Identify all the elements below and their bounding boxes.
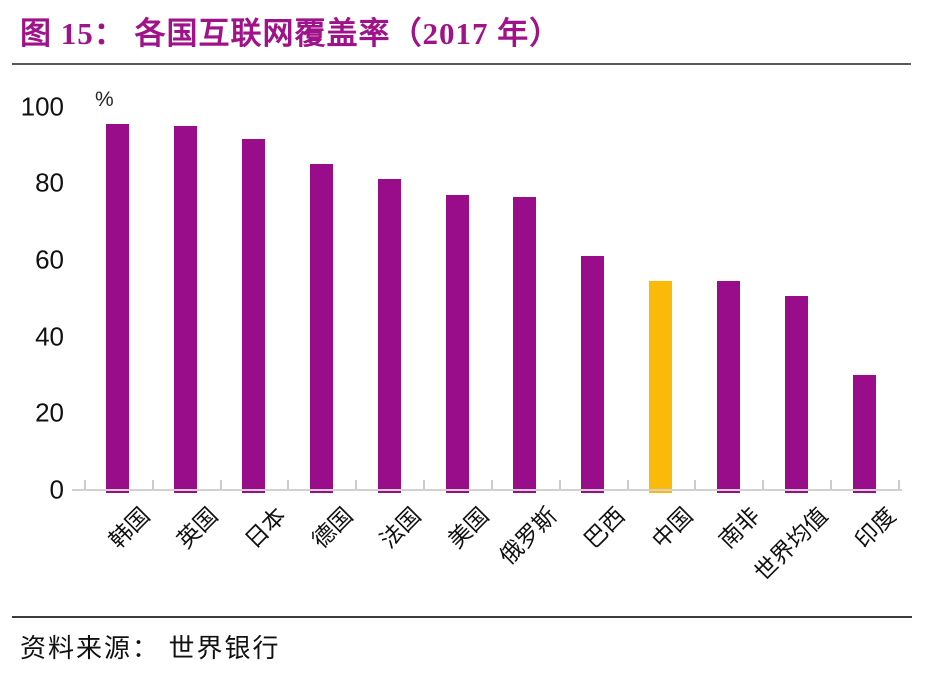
x-axis-tick (694, 480, 697, 489)
chart-bar (513, 196, 537, 493)
chart-bar (649, 280, 673, 493)
y-axis-unit-label: % (95, 88, 114, 111)
x-axis-category-label: 韩国 (104, 502, 155, 554)
x-axis-category-label: 美国 (443, 502, 494, 554)
chart-bar (852, 374, 876, 493)
x-axis-tick (287, 480, 290, 489)
x-axis-category-label: 日本 (240, 502, 291, 554)
x-axis-category-label: 巴西 (579, 502, 630, 554)
chart-bar (106, 123, 130, 493)
chart-bar (581, 256, 605, 493)
title-divider-line (12, 63, 911, 65)
chart-bar (174, 125, 198, 493)
x-axis-category-label: 南非 (714, 502, 766, 554)
x-axis-category-label: 中国 (647, 502, 698, 554)
footer-divider-line (12, 616, 912, 618)
y-axis-tick-label: 0 (49, 474, 64, 505)
y-axis-tick-label: 60 (35, 244, 64, 275)
x-axis-category-label: 德国 (307, 502, 359, 554)
y-axis-tick-label: 40 (35, 320, 64, 351)
x-axis-tick (151, 480, 154, 489)
x-axis-tick (897, 480, 900, 489)
chart-bar (716, 280, 740, 493)
chart-bar (377, 179, 401, 493)
y-axis-tick-label: 80 (35, 167, 64, 198)
chart-bar (784, 296, 808, 493)
y-axis-tick-label: 20 (35, 397, 64, 428)
x-axis-tick (355, 480, 358, 489)
y-axis-tick-label: 100 (20, 90, 64, 121)
x-axis-line (72, 489, 902, 491)
x-axis-tick (830, 480, 833, 489)
figure-title: 图 15： 各国互联网覆盖率（2017 年） (20, 16, 562, 51)
chart-bar (242, 139, 266, 493)
x-axis-tick (423, 480, 426, 489)
x-axis-tick (558, 480, 561, 489)
x-axis-tick (84, 480, 86, 489)
source-note: 资料来源： 世界银行 (20, 634, 281, 663)
x-axis-tick (626, 480, 629, 489)
x-axis-tick (219, 480, 222, 489)
chart-bar (445, 194, 469, 493)
x-axis-category-label: 英国 (172, 502, 223, 554)
x-axis-category-label: 俄罗斯 (495, 502, 562, 570)
x-axis-category-label: 法国 (375, 502, 426, 554)
x-axis-tick (762, 480, 765, 489)
x-axis-category-label: 世界均值 (750, 502, 833, 586)
x-axis-tick (490, 480, 493, 489)
x-axis-category-label: 印度 (850, 502, 901, 554)
chart-bar (309, 164, 333, 493)
